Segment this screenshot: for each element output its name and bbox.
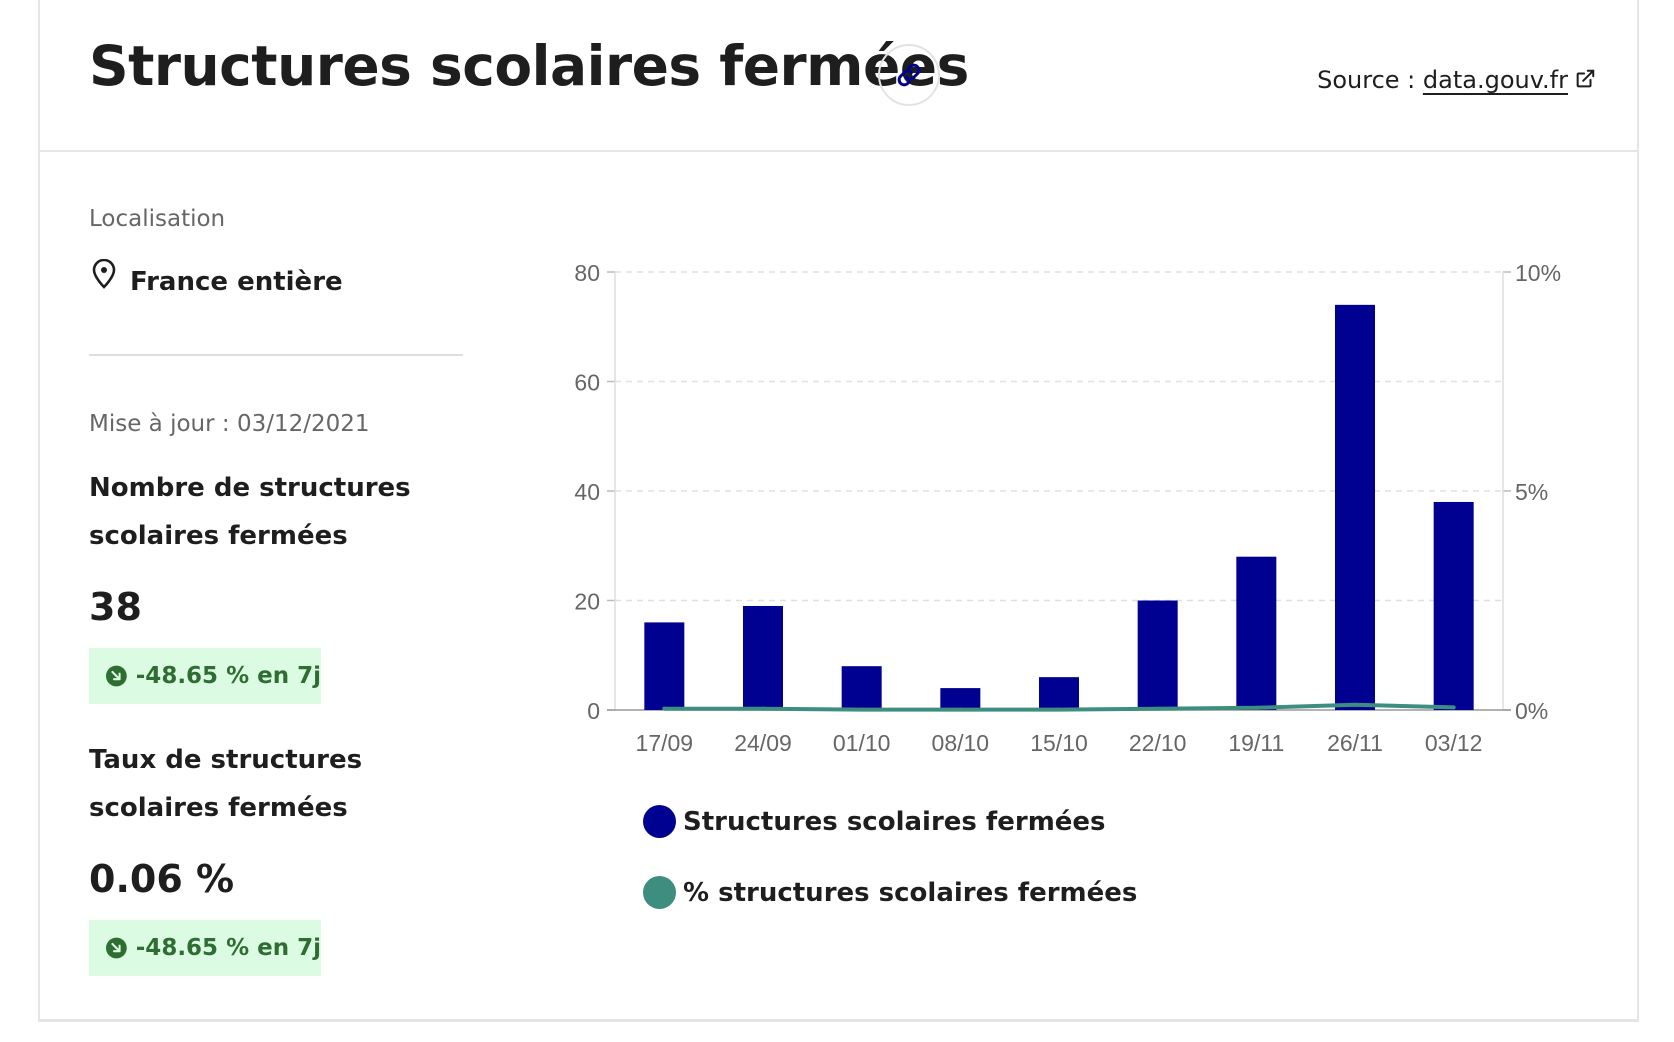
line-point — [1353, 702, 1357, 707]
bar — [1137, 600, 1178, 710]
page-title: Structures scolaires fermées — [89, 34, 969, 98]
y-left-tick-label: 80 — [574, 260, 600, 286]
x-tick-label: 19/11 — [1228, 730, 1284, 756]
update-date: Mise à jour : 03/12/2021 — [89, 411, 370, 437]
kpi-count-trend-badge: -48.65 % en 7j — [89, 648, 321, 704]
y-left-tick-label: 0 — [587, 698, 600, 724]
x-tick-label: 08/10 — [932, 730, 990, 756]
line-point — [761, 706, 765, 711]
external-link-icon — [1576, 69, 1595, 88]
link-icon — [897, 63, 921, 87]
source-link-text: data.gouv.fr — [1422, 66, 1568, 94]
x-tick-label: 17/09 — [636, 730, 694, 756]
kpi-rate-label: Taux de structures scolaires fermées — [89, 745, 363, 823]
x-tick-label: 15/10 — [1030, 730, 1088, 756]
x-tick-label: 24/09 — [734, 730, 792, 756]
source-prefix: Source : — [1317, 66, 1423, 94]
kpi-rate-trend-badge: -48.65 % en 7j — [89, 920, 321, 976]
line-point — [859, 707, 864, 712]
y-right-tick-label: 5% — [1515, 479, 1548, 505]
location-label: Localisation — [89, 206, 226, 232]
location-value[interactable]: France entière — [130, 267, 343, 297]
kpi-rate-value: 0.06 % — [89, 857, 235, 901]
bar — [940, 688, 981, 710]
arrow-down-right-icon — [106, 937, 127, 959]
legend-item-bars[interactable]: Structures scolaires fermées — [643, 805, 1106, 838]
source-link[interactable]: data.gouv.fr — [1423, 66, 1596, 94]
source-line: Source : data.gouv.fr — [1317, 66, 1596, 94]
kpi-rate-trend-text: -48.65 % en 7j — [135, 935, 321, 961]
kpi-count-label: Nombre de structures scolaires fermées — [89, 473, 411, 551]
map-pin-icon — [92, 259, 116, 289]
line-point — [1057, 707, 1061, 712]
bar — [1039, 677, 1079, 710]
line-point — [662, 706, 667, 711]
y-left-tick-label: 40 — [574, 479, 600, 505]
line-point — [1254, 705, 1259, 710]
y-right-tick-label: 0% — [1515, 698, 1548, 724]
x-tick-label: 22/10 — [1129, 730, 1187, 756]
x-tick-label: 26/11 — [1327, 730, 1383, 756]
bar — [841, 666, 882, 710]
bar — [743, 605, 783, 710]
y-left-tick-label: 20 — [574, 589, 600, 615]
y-left-tick-label: 60 — [574, 370, 600, 396]
card-bottom-border — [38, 1020, 1639, 1022]
sidebar-divider — [89, 354, 463, 356]
kpi-count-trend-text: -48.65 % en 7j — [135, 663, 321, 689]
bar-line-chart: 0 20 40 60 80 0% 5% 10% 17/09 24/09 01/10 08/10 15/1… — [574, 260, 1561, 756]
line-point — [958, 707, 963, 712]
kpi-count-value: 38 — [89, 585, 142, 629]
header-divider — [40, 150, 1637, 152]
copy-link-button[interactable] — [878, 44, 940, 106]
legend-label-bars: Structures scolaires fermées — [683, 806, 1106, 837]
legend-dot-bars — [643, 805, 676, 838]
legend-dot-line — [643, 876, 676, 909]
legend-item-line[interactable]: % structures scolaires fermées — [643, 876, 1137, 909]
legend-label-line: % structures scolaires fermées — [683, 877, 1138, 908]
arrow-down-right-icon — [106, 665, 127, 687]
bar — [1433, 501, 1474, 710]
bar — [644, 622, 685, 710]
y-right-tick-label: 10% — [1515, 260, 1561, 286]
line-point — [1155, 706, 1160, 711]
x-tick-label: 01/10 — [833, 730, 891, 756]
line-point — [1451, 705, 1456, 710]
x-tick-label: 03/12 — [1425, 730, 1483, 756]
bar — [1236, 556, 1277, 710]
bar — [1335, 304, 1375, 710]
